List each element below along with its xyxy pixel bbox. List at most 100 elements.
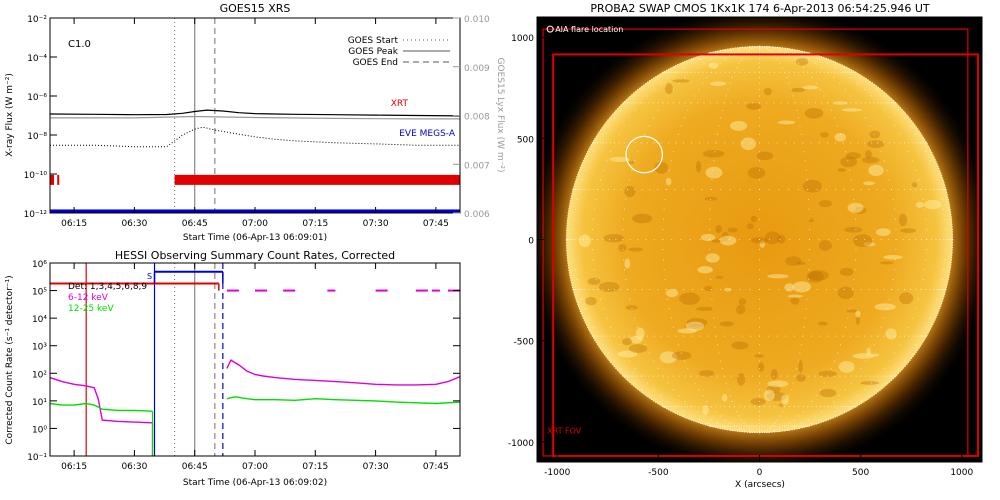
grid-dot [840, 133, 842, 135]
grid-dot [629, 375, 631, 377]
grid-dot [787, 102, 789, 104]
grid-dot [796, 109, 798, 111]
solar-texture [787, 294, 804, 298]
grid-dot [687, 368, 689, 370]
solar-texture [730, 120, 748, 131]
grid-dot [893, 102, 895, 104]
grid-dot [797, 50, 799, 52]
grid-dot [581, 179, 583, 181]
grid-dot [850, 102, 852, 104]
grid-dot [799, 425, 801, 427]
grid-dot [680, 71, 682, 73]
grid-dot [787, 427, 789, 429]
grid-dot [873, 344, 875, 346]
grid-dot [799, 125, 801, 127]
grid-dot [609, 326, 611, 328]
grid-dot [796, 368, 798, 370]
grid-dot [793, 142, 795, 144]
solar-texture [767, 380, 789, 388]
grid-dot [759, 389, 760, 391]
grid-dot [892, 102, 894, 104]
grid-dot [915, 142, 917, 144]
solar-texture [677, 328, 698, 334]
solar-texture [737, 373, 746, 386]
grid-dot [716, 102, 718, 104]
grid-dot [825, 419, 827, 421]
grid-dot [789, 239, 791, 240]
grid-dot [720, 189, 722, 191]
grid-dot [785, 142, 787, 144]
solar-texture [867, 140, 885, 148]
grid-dot [839, 82, 841, 84]
grid-dot [807, 71, 809, 73]
grid-dot [889, 142, 891, 144]
grid-dot [888, 375, 890, 377]
solar-texture [758, 362, 765, 372]
grid-dot [811, 401, 813, 403]
grid-dot [802, 425, 804, 427]
grid-dot [715, 406, 717, 408]
grid-dot [903, 142, 905, 144]
grid-dot [701, 189, 703, 191]
grid-dot [929, 288, 931, 290]
grid-dot [576, 198, 578, 200]
grid-dot [814, 62, 816, 64]
grid-dot [581, 288, 583, 290]
grid-dot [622, 249, 624, 251]
grid-dot [692, 189, 694, 191]
grid-dot [807, 189, 809, 191]
grid-dot [807, 406, 809, 408]
grid-dot [759, 368, 760, 370]
goes-x-tick-label: 06:45 [182, 219, 208, 229]
grid-dot [729, 422, 731, 424]
solar-texture [866, 347, 871, 356]
solar-texture [885, 328, 897, 340]
aia-flare-location-circle [625, 135, 664, 174]
grid-dot [628, 335, 630, 337]
grid-dot [924, 142, 926, 144]
grid-dot [751, 52, 753, 54]
grid-dot [843, 66, 845, 68]
grid-dot [849, 71, 851, 73]
grid-dot [720, 52, 722, 54]
grid-dot [814, 375, 816, 377]
grid-dot [889, 117, 891, 119]
grid-dot [715, 71, 717, 73]
grid-dot [850, 179, 852, 181]
grid-dot [620, 288, 622, 290]
grid-dot [909, 239, 911, 240]
grid-dot [883, 189, 885, 191]
grid-dot [857, 142, 859, 144]
grid-dot [801, 102, 803, 104]
solar-texture [841, 108, 862, 112]
grid-dot [738, 415, 740, 417]
grid-dot [909, 288, 911, 290]
grid-dot [915, 133, 917, 135]
grid-dot [797, 117, 799, 119]
grid-dot [738, 406, 740, 408]
grid-dot [729, 52, 731, 54]
grid-dot [915, 169, 917, 171]
grid-dot [830, 406, 832, 408]
grid-dot [788, 406, 790, 408]
grid-dot [606, 317, 608, 319]
hessi-x-tick-label: 07:30 [363, 462, 389, 472]
grid-dot [908, 326, 910, 328]
grid-dot [805, 52, 807, 54]
solar-texture [747, 167, 766, 179]
grid-dot [652, 360, 654, 362]
grid-dot [759, 228, 760, 230]
grid-dot [823, 382, 825, 384]
grid-dot [860, 375, 862, 377]
grid-dot [741, 419, 743, 421]
grid-dot [864, 142, 866, 144]
grid-dot [918, 142, 920, 144]
goes-x-tick-label: 07:45 [423, 219, 449, 229]
grid-dot [759, 382, 760, 384]
solar-texture [846, 309, 858, 313]
grid-dot [890, 375, 892, 377]
grid-dot [918, 335, 920, 337]
grid-dot [738, 50, 740, 52]
grid-dot [657, 288, 659, 290]
grid-dot [573, 218, 575, 220]
